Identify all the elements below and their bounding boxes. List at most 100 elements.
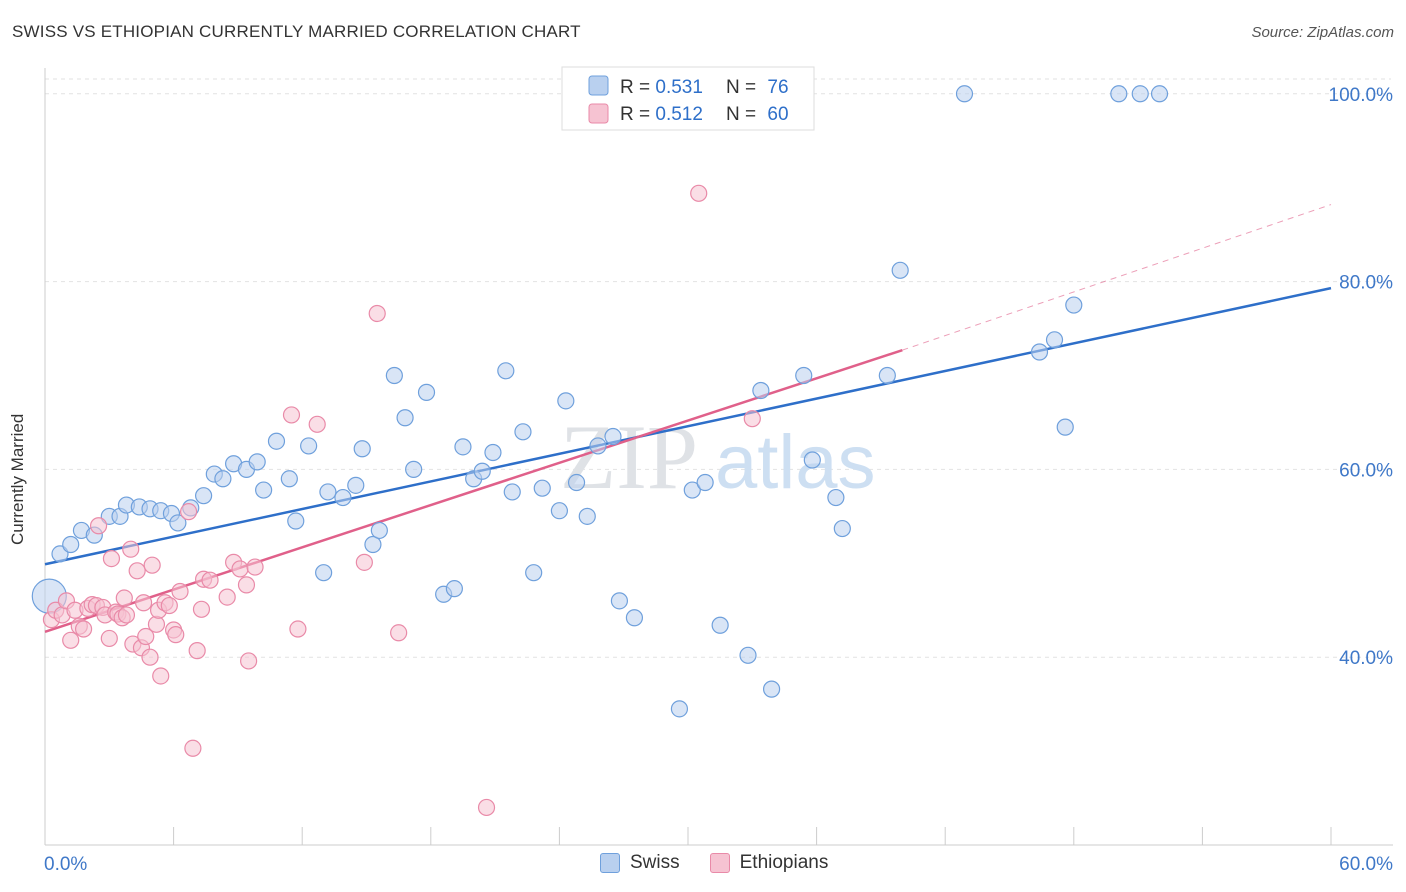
data-point-swiss (739, 646, 757, 664)
data-point-ethiopians (100, 629, 118, 648)
data-point-swiss (396, 409, 414, 427)
data-point-swiss (51, 545, 69, 563)
data-point-swiss (1065, 296, 1083, 314)
data-point-ethiopians (477, 798, 496, 817)
y-tick-label: 100.0% (1329, 85, 1394, 106)
data-point-swiss (497, 362, 515, 380)
data-point-ethiopians (192, 600, 211, 618)
data-point-swiss (550, 502, 569, 520)
data-point-ethiopians (137, 627, 155, 646)
watermark: ZIP atlas (560, 406, 876, 508)
data-point-swiss (1110, 85, 1128, 103)
legend-swatch-swiss (588, 75, 609, 96)
data-point-swiss (385, 366, 403, 385)
data-point-ethiopians (74, 620, 93, 638)
x-tick-label: 0.0% (44, 854, 87, 875)
legend-bottom: Swiss Ethiopians (600, 852, 858, 874)
legend-n-label: N = 76 (726, 77, 789, 98)
data-point-ethiopians (201, 571, 219, 589)
legend-r-label: R = 0.512 (620, 104, 703, 125)
data-point-ethiopians (282, 406, 301, 424)
data-point-swiss (625, 609, 644, 627)
data-point-swiss (878, 366, 896, 385)
data-point-swiss (604, 427, 622, 446)
data-point-swiss (525, 564, 543, 582)
data-point-swiss (370, 521, 388, 540)
data-point-swiss (473, 462, 491, 480)
data-point-ethiopians (355, 553, 373, 571)
data-point-swiss (255, 481, 273, 499)
watermark-atlas: atlas (715, 420, 876, 505)
data-point-swiss (267, 432, 286, 450)
data-point-ethiopians (188, 642, 206, 660)
data-point-swiss (1045, 331, 1064, 349)
data-point-swiss (319, 483, 337, 501)
legend-swatch-swiss (600, 853, 620, 873)
data-point-swiss (833, 519, 851, 538)
data-point-ethiopians (152, 667, 170, 685)
data-point-ethiopians (115, 589, 133, 607)
data-point-swiss (1150, 85, 1169, 103)
data-point-swiss (795, 366, 813, 385)
data-point-ethiopians (122, 540, 140, 558)
data-point-ethiopians (62, 631, 80, 649)
axes (44, 68, 1393, 846)
legend-label-ethiopians: Ethiopians (739, 852, 829, 873)
data-point-swiss (578, 507, 596, 525)
data-point-swiss (248, 453, 266, 471)
legend-top: R = 0.531 N = 76 R = 0.512 N = 60 (561, 66, 815, 131)
legend-swatch-ethiopians (709, 853, 730, 873)
data-point-swiss (300, 437, 318, 455)
legend-item-ethiopians: Ethiopians (709, 852, 829, 874)
data-point-swiss (353, 440, 371, 458)
chart-source: Source: ZipAtlas.com (1251, 24, 1394, 41)
data-point-ethiopians (160, 596, 178, 615)
data-point-swiss (315, 564, 333, 582)
data-point-swiss (364, 535, 382, 554)
legend-n-label: N = 60 (726, 104, 789, 125)
data-point-swiss (417, 383, 436, 401)
data-point-swiss (454, 438, 472, 456)
data-point-swiss (503, 483, 521, 501)
trend-line-swiss (44, 286, 1332, 566)
data-point-swiss (557, 392, 575, 410)
data-point-swiss (696, 473, 714, 492)
data-point-swiss (589, 437, 607, 455)
data-point-ethiopians (117, 606, 136, 624)
data-point-swiss (484, 443, 502, 462)
data-point-ethiopians (289, 620, 307, 638)
data-point-swiss (169, 514, 187, 532)
y-tick-labels: 40.0% 60.0% 80.0% 100.0% (1329, 85, 1394, 669)
data-point-swiss (752, 381, 770, 400)
data-point-swiss (347, 476, 365, 494)
legend-r-label: R = 0.531 (620, 77, 703, 98)
legend-item-swiss: Swiss (600, 852, 680, 874)
chart-title: SWISS VS ETHIOPIAN CURRENTLY MARRIED COR… (12, 22, 581, 41)
data-point-swiss (683, 481, 701, 499)
data-point-swiss (803, 451, 821, 469)
data-point-ethiopians (368, 304, 386, 323)
data-point-ethiopians (167, 626, 185, 644)
data-point-swiss (1056, 418, 1074, 436)
data-point-swiss (891, 261, 909, 279)
y-tick-label: 40.0% (1339, 648, 1393, 669)
data-point-ethiopians (143, 556, 161, 574)
data-point-swiss (533, 479, 551, 497)
data-point-ethiopians (218, 588, 236, 606)
data-point-swiss (334, 488, 352, 507)
data-point-ethiopians (89, 517, 108, 535)
data-point-swiss (195, 487, 213, 505)
data-point-ethiopians (184, 739, 202, 757)
data-point-swiss (567, 473, 586, 492)
data-point-swiss (1030, 343, 1049, 361)
data-point-swiss (287, 512, 305, 530)
data-points (31, 85, 1169, 817)
data-point-ethiopians (171, 582, 189, 601)
data-point-swiss (214, 470, 232, 488)
legend-swatch-ethiopians (588, 103, 609, 124)
data-point-ethiopians (690, 184, 708, 202)
data-point-swiss (711, 616, 729, 634)
data-point-ethiopians (308, 415, 326, 433)
data-point-swiss (514, 423, 532, 441)
